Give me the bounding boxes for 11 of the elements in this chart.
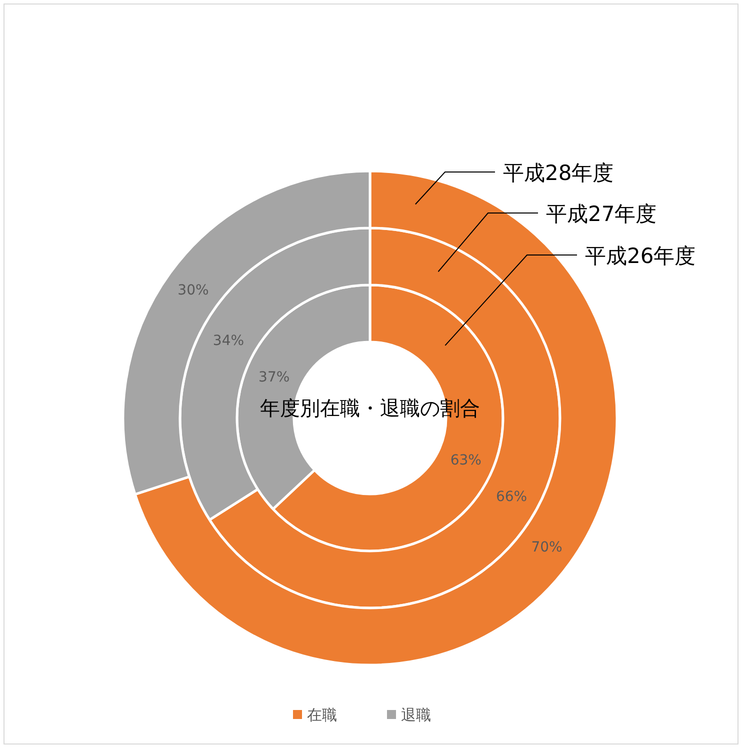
slice-label: 平成28年度 <box>503 161 614 185</box>
legend-label: 退職 <box>401 706 431 724</box>
data-label: 30% <box>178 282 209 299</box>
data-label: 34% <box>212 333 244 350</box>
data-label: 70% <box>531 539 562 556</box>
slice-label: 平成26年度 <box>585 244 696 268</box>
slice-label: 平成27年度 <box>546 202 657 226</box>
data-label: 37% <box>258 370 290 386</box>
data-label: 63% <box>450 452 482 468</box>
data-label: 66% <box>496 488 528 505</box>
legend-label: 在職 <box>307 706 337 724</box>
